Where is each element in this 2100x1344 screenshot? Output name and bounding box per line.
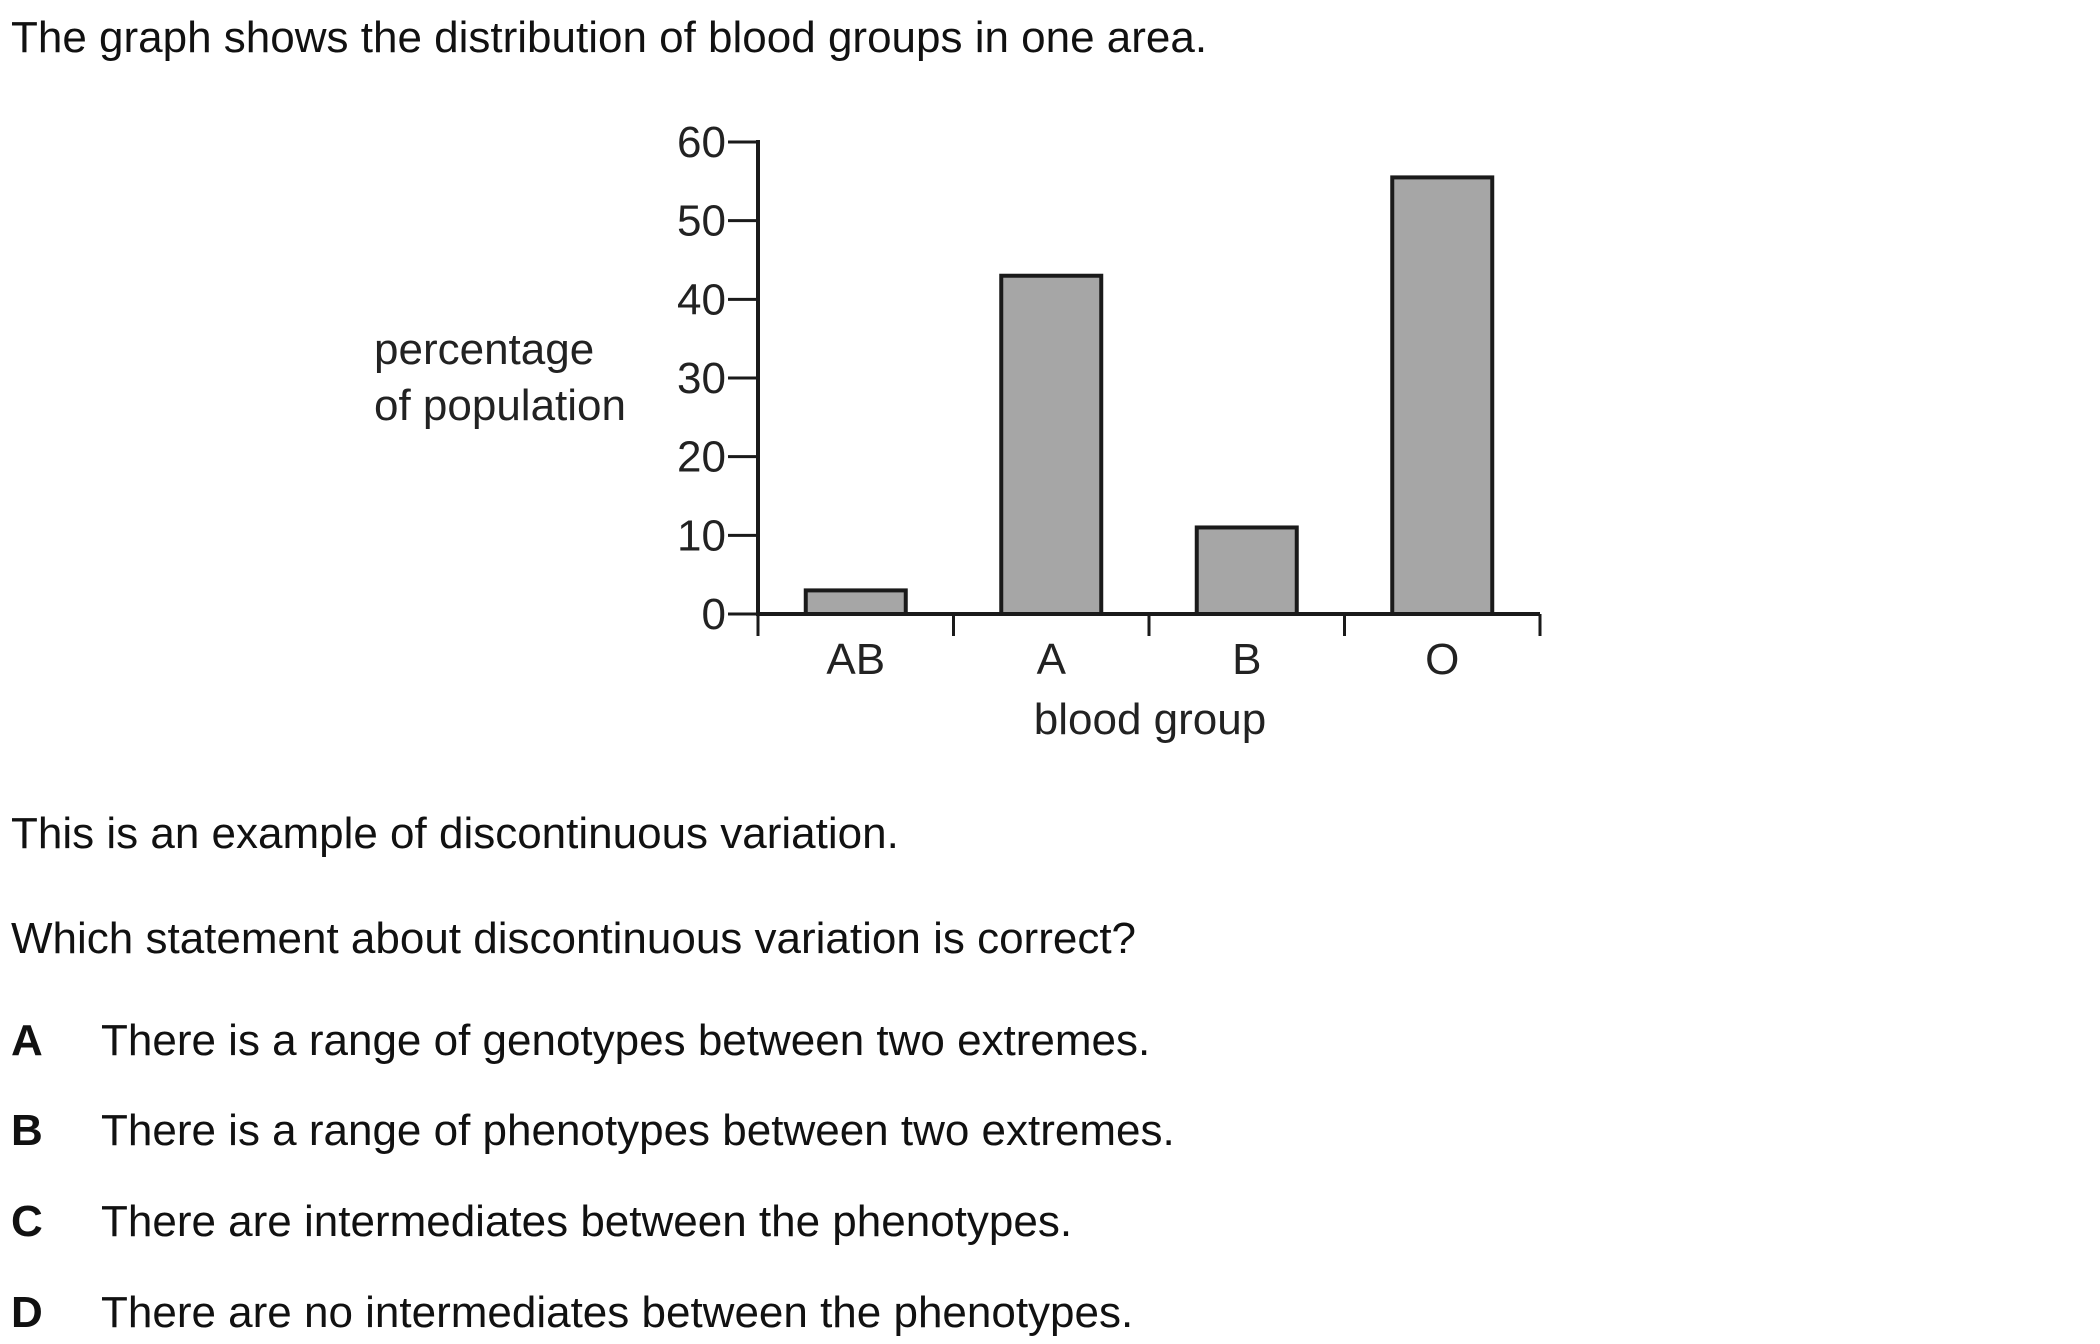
option-letter: C — [11, 1197, 43, 1246]
option-letter: B — [11, 1106, 43, 1155]
y-axis-label-line-1: percentage — [374, 325, 594, 374]
intro-text: The graph shows the distribution of bloo… — [11, 13, 1208, 62]
option-text: There are no intermediates between the p… — [101, 1288, 1134, 1337]
y-tick-label: 40 — [677, 275, 726, 324]
bar-o — [1390, 175, 1495, 616]
y-axis-ticks: 0 10 20 30 40 50 60 — [677, 118, 758, 639]
y-tick-label: 60 — [677, 118, 726, 167]
y-tick-label: 0 — [702, 590, 726, 639]
option-letter: A — [11, 1016, 43, 1065]
statement-text: This is an example of discontinuous vari… — [11, 809, 899, 858]
y-tick-label: 30 — [677, 354, 726, 403]
bar-ab — [803, 588, 908, 617]
option-text: There is a range of phenotypes between t… — [101, 1106, 1175, 1155]
bar-b — [1194, 525, 1299, 617]
blood-group-chart: percentage of population 0 10 20 30 40 50 60 A… — [374, 118, 1542, 744]
y-axis-label: percentage of population — [374, 325, 626, 430]
x-tick-label: B — [1232, 635, 1261, 684]
x-tick-label: O — [1425, 635, 1459, 684]
y-tick-label: 20 — [677, 433, 726, 482]
bar-a — [999, 273, 1104, 616]
x-tick-label: AB — [826, 635, 885, 684]
x-axis-label: blood group — [1034, 695, 1266, 744]
option-text: There is a range of genotypes between tw… — [101, 1016, 1151, 1065]
x-axis-ticks: AB A B O — [756, 614, 1542, 684]
option-letter: D — [11, 1288, 43, 1337]
x-tick-label: A — [1037, 635, 1067, 684]
y-tick-label: 10 — [677, 511, 726, 560]
y-axis-label-line-2: of population — [374, 381, 626, 430]
question-text: Which statement about discontinuous vari… — [11, 914, 1137, 963]
y-tick-label: 50 — [677, 197, 726, 246]
option-text: There are intermediates between the phen… — [101, 1197, 1073, 1246]
bars — [803, 175, 1495, 617]
